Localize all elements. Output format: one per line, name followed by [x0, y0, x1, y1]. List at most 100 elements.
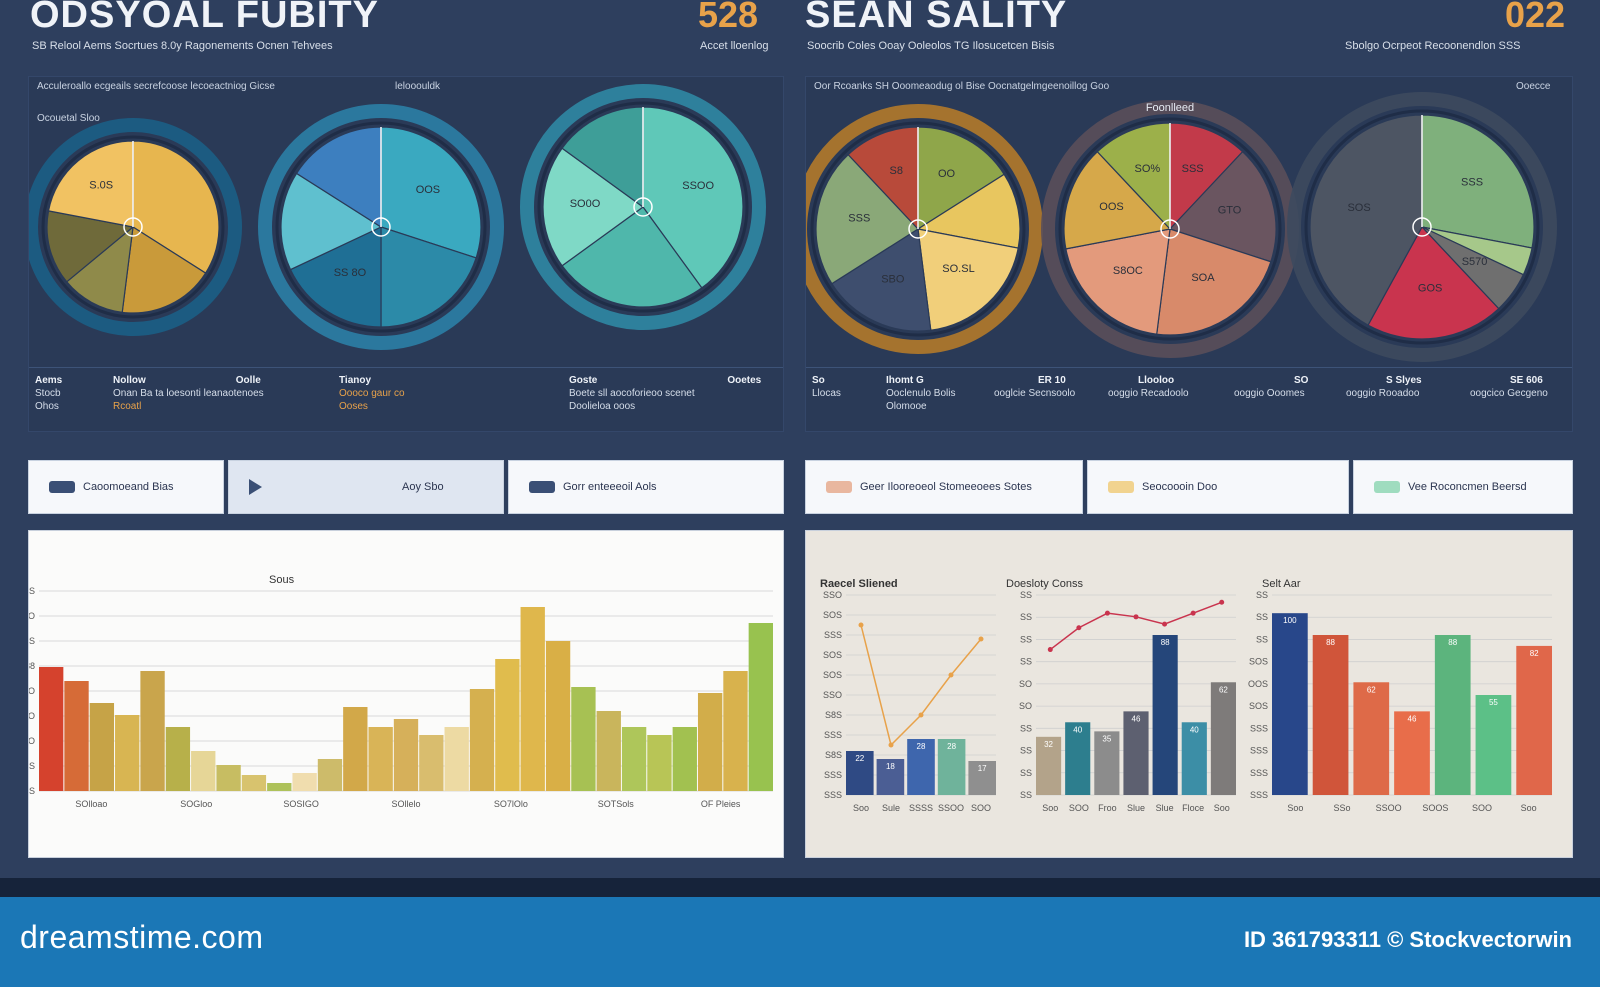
pie-5-slice-3 [1367, 225, 1500, 340]
bar-chart-6-xtick-3: SOllelo [391, 799, 420, 809]
bar-chart-7-ytick-5: SSO [823, 690, 842, 700]
bar-chart-7-value-0: 22 [855, 754, 864, 763]
bar-chart-6-bar-3 [115, 715, 140, 791]
bar-chart-8-bar-2 [1094, 731, 1120, 795]
pie-5-inner-ring [1304, 109, 1540, 345]
bar-chart-8-line [1049, 601, 1222, 651]
bar-chart-6-ytick-3: 888 [29, 661, 35, 671]
left-card-caption: Acculeroallo ecgeails secrefcoose lecoea… [37, 81, 275, 92]
pie-1-outer-ring [258, 104, 504, 350]
pie-5-outer-ring [1287, 92, 1557, 362]
bar-chart-6-bar-0 [39, 667, 64, 791]
pie-1-inner-ring [275, 121, 487, 333]
right-stat-3: Llooloo ooggio Recadoolo [1108, 375, 1189, 399]
bar-chart-8-ytick-2: SS [1020, 634, 1032, 644]
bar-chart-6-bar-16 [444, 727, 469, 791]
right-title: SEAN SALITY [805, 0, 1068, 36]
left-dashboard-panel: ODSYOAL FUBITY 528 SB Relool Aems Socrtu… [0, 0, 790, 890]
right-button-1[interactable]: Seocoooin Doo [1087, 460, 1349, 514]
bar-chart-9-bar-1 [1312, 635, 1349, 795]
pie-4-slice-4 [1063, 150, 1172, 250]
bar-chart-6-xtick-4: SO7lOlo [494, 799, 528, 809]
bar-chart-8-xtick-4: Slue [1156, 803, 1174, 813]
bar-chart-8-ytick-1: SS [1020, 612, 1032, 622]
bar-chart-6-bar-24 [647, 735, 672, 791]
bar-chart-8-ytick-8: SS [1020, 768, 1032, 778]
pie-2-label-2: SO0O [570, 198, 601, 210]
bar-chart-7-ytick-2: SSS [824, 630, 842, 640]
bar-chart-6-bar-25 [672, 727, 697, 791]
bar-chart-6-bar-4 [140, 671, 165, 791]
bar-chart-6-ytick-8: S8S [29, 786, 35, 796]
pie-3-slice-3 [831, 227, 932, 332]
footer-credit: ID 361793311 © Stockvectorwin [1243, 927, 1572, 952]
bar-chart-8-xtick-6: Soo [1214, 803, 1230, 813]
bar-chart-9-bar-4 [1434, 635, 1471, 795]
pie-3-label-2: SO.SL [942, 263, 974, 275]
bar-chart-9-title: Selt Aar [1262, 578, 1301, 590]
left-button-0[interactable]: Caoomoeand Bias [28, 460, 224, 514]
left-number: 528 [698, 0, 759, 35]
bar-chart-9-ytick-5: SOS [1249, 701, 1268, 711]
bar-chart-8-value-2: 35 [1102, 734, 1111, 743]
pie-3-inner-ring [810, 121, 1026, 337]
pie-3-slice-0 [917, 126, 1005, 231]
right-button-0[interactable]: Geer Ilooreoeol Stomeeoees Sotes [805, 460, 1083, 514]
bar-chart-8-ytick-7: SS [1020, 746, 1032, 756]
left-bar-chart: Sous SS SSOO GOS 888 GOO SO SOO SOS S8S SOlloao SOG… [9, 574, 773, 809]
left-button-1[interactable]: Aoy Sbo [228, 460, 504, 514]
bar-chart-6-bar-10 [292, 773, 317, 791]
bar-chart-8-ytick-3: SS [1020, 657, 1032, 667]
footer: dreamstime.com ID 361793311 © Stockvecto… [0, 897, 1600, 987]
bar-chart-8-ytick-9: SS [1020, 790, 1032, 800]
right-subtitle-right: Sbolgo Ocrpeot Recoonendlon SSS [1345, 40, 1521, 52]
right-stat-2: ER 10 ooglcie Secnsoolo [994, 375, 1076, 399]
pie-4-label-0: SSS [1182, 163, 1204, 175]
bar-chart-7-bar-2 [907, 739, 935, 795]
left-button-2-label: Gorr enteeeoil Aols [563, 481, 657, 493]
bar-chart-7-bar-4 [968, 761, 996, 795]
pie-3-label-4: SSS [848, 213, 870, 225]
bar-chart-9-value-2: 62 [1367, 685, 1376, 694]
bar-chart-7-ytick-1: SOS [823, 610, 842, 620]
left-subtitle: SB Relool Aems Socrtues 8.0y Ragonements… [32, 40, 333, 52]
right-stat-1: Ihomt G Ooclenulo Bolis Olomooe [886, 375, 956, 412]
pie-4-slice-3 [1065, 228, 1171, 335]
pie-4-slice-1 [1168, 150, 1277, 263]
bar-chart-6-xtick-0: SOlloao [75, 799, 107, 809]
bar-chart-6-ytick-2: GOS [29, 636, 35, 646]
bar-chart-9-bar-2 [1353, 682, 1390, 795]
bar-chart-9-value-5: 55 [1489, 698, 1498, 707]
pie-0-outer-ring [24, 118, 242, 336]
pie-4-title: Foonlleed [1146, 102, 1194, 114]
bar-chart-8-bar-1 [1065, 722, 1091, 795]
pie-2-slice-0 [642, 106, 744, 289]
bar-chart-9-value-3: 46 [1408, 714, 1417, 723]
right-button-2[interactable]: Vee Roconcmen Beersd [1353, 460, 1573, 514]
pie-0-label-4: S.0S [89, 180, 113, 192]
bar-chart-8-bar-3 [1123, 711, 1149, 795]
bar-chart-7-xtick-1: Sule [882, 803, 900, 813]
pie-5-label-4: SOS [1347, 202, 1370, 214]
left-button-2[interactable]: Gorr enteeeoil Aols [508, 460, 784, 514]
bar-chart-7-bar-0 [846, 751, 874, 795]
bar-chart-8-bar-6 [1210, 682, 1236, 795]
pie-5-label-2: S570 [1462, 256, 1488, 268]
pie-2-outer-ring [520, 84, 766, 330]
bar-chart-6-bar-28 [748, 623, 773, 791]
bar-chart-7-xtick-2: SSSS [909, 803, 933, 813]
swatch-icon [1374, 481, 1400, 493]
bar-chart-9-value-6: 82 [1530, 649, 1539, 658]
pie-4-label-1: GTO [1218, 205, 1242, 217]
bar-chart-6-xtick-6: OF Pleies [701, 799, 741, 809]
pie-0-slice-4 [47, 140, 134, 228]
bar-chart-8-point-2 [1104, 610, 1110, 616]
swatch-icon [826, 481, 852, 493]
right-bar-chart-card: Raecel Sliened SSO SOS SSS SOS SOS SSO S8S SSS S8… [805, 530, 1573, 858]
footer-logo[interactable]: dreamstime.com [20, 919, 264, 955]
bar-chart-8-title: Doesloty Conss [1006, 578, 1084, 590]
dark-band [0, 878, 1600, 897]
bar-chart-6-bar-22 [596, 711, 621, 791]
bar-chart-6-title: Sous [269, 574, 295, 586]
bar-chart-8-point-3 [1133, 614, 1139, 620]
